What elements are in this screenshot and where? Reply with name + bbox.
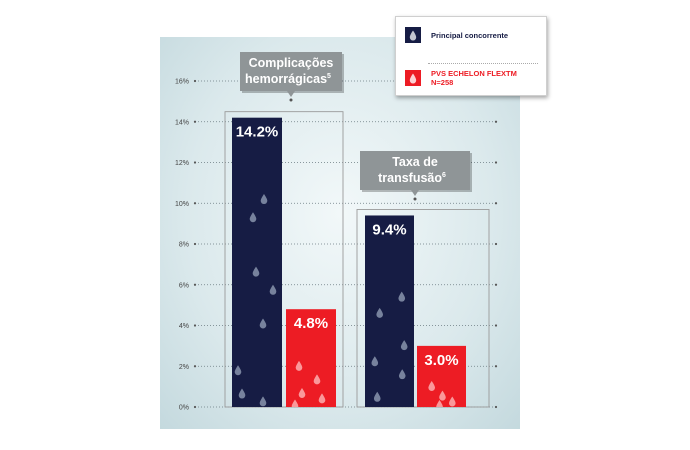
blood-drop-icon bbox=[259, 396, 267, 407]
callout-superscript: 6 bbox=[442, 172, 446, 179]
tick-dot bbox=[193, 79, 197, 83]
bar-rect bbox=[365, 215, 414, 407]
bar-competitor: 9.4% bbox=[365, 215, 414, 407]
y-tick-label: 0% bbox=[179, 405, 189, 412]
blood-drop-icon bbox=[298, 387, 306, 398]
callout-box bbox=[360, 151, 470, 190]
legend-swatch-competitor bbox=[405, 27, 421, 43]
data-label: 3.0% bbox=[424, 352, 458, 369]
callout-pointer bbox=[287, 91, 295, 97]
callout-box bbox=[240, 52, 342, 91]
blood-drop-icon bbox=[409, 73, 417, 83]
tick-dot bbox=[494, 365, 498, 368]
bar-drops bbox=[428, 380, 456, 407]
bar-chart: 0% 2% 4% 6% 8% 10% 12% 14% 16% 14.2% 4.8% Complicaç… bbox=[175, 52, 498, 412]
callout-anchor-dot bbox=[289, 98, 293, 102]
tick-dot bbox=[494, 283, 498, 286]
bar-rect bbox=[232, 117, 282, 408]
blood-drop-icon bbox=[439, 390, 446, 401]
blood-drop-icon bbox=[260, 194, 268, 205]
blood-drop-icon bbox=[398, 369, 406, 380]
y-tick-label: 16% bbox=[175, 79, 189, 86]
blood-drop-icon bbox=[295, 360, 303, 371]
tick-dot bbox=[494, 202, 498, 205]
tick-dot bbox=[494, 161, 498, 164]
blood-drop-icon bbox=[373, 391, 381, 402]
tick-dot bbox=[494, 324, 498, 327]
legend-divider bbox=[428, 63, 538, 64]
tick-dot bbox=[193, 202, 197, 205]
tick-dot bbox=[193, 161, 197, 164]
y-tick-label: 2% bbox=[179, 364, 189, 371]
blood-drop-icon bbox=[428, 380, 435, 391]
tick-dot bbox=[494, 120, 498, 123]
legend-label-competitor: Principal concorrente bbox=[431, 31, 508, 40]
group-callout: Taxa de transfusão6 bbox=[360, 151, 472, 201]
tick-dot bbox=[494, 242, 498, 246]
callout-anchor-dot bbox=[413, 197, 417, 201]
blood-drop-icon bbox=[249, 212, 257, 223]
tick-dot bbox=[193, 242, 197, 246]
data-label: 14.2% bbox=[236, 124, 279, 141]
blood-drop-icon bbox=[234, 365, 242, 376]
blood-drop-icon bbox=[252, 266, 260, 277]
callout-title-line2: hemorrágicas5 bbox=[245, 72, 331, 86]
blood-drop-icon bbox=[313, 374, 321, 385]
tick-dot bbox=[494, 405, 498, 409]
bar-drops bbox=[234, 194, 277, 407]
callout-title-line2: transfusão6 bbox=[378, 171, 446, 185]
legend-label-line: PVS ECHELON FLEXTM bbox=[431, 69, 517, 78]
data-label: 4.8% bbox=[294, 315, 328, 332]
y-tick-label: 8% bbox=[179, 242, 189, 249]
blood-drop-icon bbox=[291, 399, 299, 408]
y-tick-label: 4% bbox=[179, 323, 189, 330]
callout-title-line1: Complicações bbox=[249, 56, 334, 70]
blood-drop-icon bbox=[318, 393, 326, 404]
bar-competitor: 14.2% bbox=[232, 117, 282, 408]
blood-drop-icon bbox=[398, 291, 406, 302]
callout-superscript: 5 bbox=[327, 73, 331, 80]
bar-echelon: 3.0% bbox=[417, 345, 466, 407]
blood-drop-icon bbox=[400, 340, 408, 351]
group-bracket bbox=[224, 111, 344, 408]
tick-dot bbox=[193, 324, 197, 327]
blood-drop-icon bbox=[448, 396, 456, 407]
legend-label-line: Principal concorrente bbox=[431, 30, 509, 40]
y-tick-label: 12% bbox=[175, 160, 189, 167]
legend-item-echelon: PVS ECHELON FLEXTM N=258 bbox=[405, 69, 517, 87]
blood-drop-icon bbox=[376, 307, 383, 318]
y-tick-label: 6% bbox=[179, 282, 189, 289]
blood-drop-icon bbox=[409, 30, 417, 40]
chart-panel: 0% 2% 4% 6% 8% 10% 12% 14% 16% 14.2% 4.8% Complicaç… bbox=[160, 37, 520, 429]
blood-drop-icon bbox=[269, 284, 277, 295]
data-label: 9.4% bbox=[372, 221, 406, 238]
bar-drops bbox=[371, 291, 408, 402]
tick-dot bbox=[193, 405, 197, 409]
blood-drop-icon bbox=[238, 388, 246, 399]
legend-swatch-echelon bbox=[405, 70, 421, 86]
legend-item-competitor: Principal concorrente bbox=[405, 27, 508, 43]
chart-legend: Principal concorrente PVS ECHELON FLEXTM… bbox=[395, 16, 547, 96]
legend-label-echelon: PVS ECHELON FLEXTM N=258 bbox=[431, 69, 517, 87]
callout-pointer bbox=[411, 190, 419, 196]
tick-dot bbox=[193, 365, 197, 368]
tick-dot bbox=[193, 283, 197, 286]
bar-drops bbox=[291, 360, 326, 408]
legend-label-line: N=258 bbox=[431, 78, 454, 87]
callout-title-line1: Taxa de bbox=[392, 155, 438, 169]
group-callout: Complicações hemorrágicas5 bbox=[240, 52, 344, 102]
blood-drop-icon bbox=[436, 399, 443, 407]
y-tick-label: 14% bbox=[175, 119, 189, 126]
bar-echelon: 4.8% bbox=[286, 309, 336, 408]
blood-drop-icon bbox=[371, 356, 379, 367]
y-tick-label: 10% bbox=[175, 201, 189, 208]
tick-dot bbox=[193, 120, 197, 123]
blood-drop-icon bbox=[259, 318, 267, 329]
bar-rect bbox=[286, 309, 336, 407]
